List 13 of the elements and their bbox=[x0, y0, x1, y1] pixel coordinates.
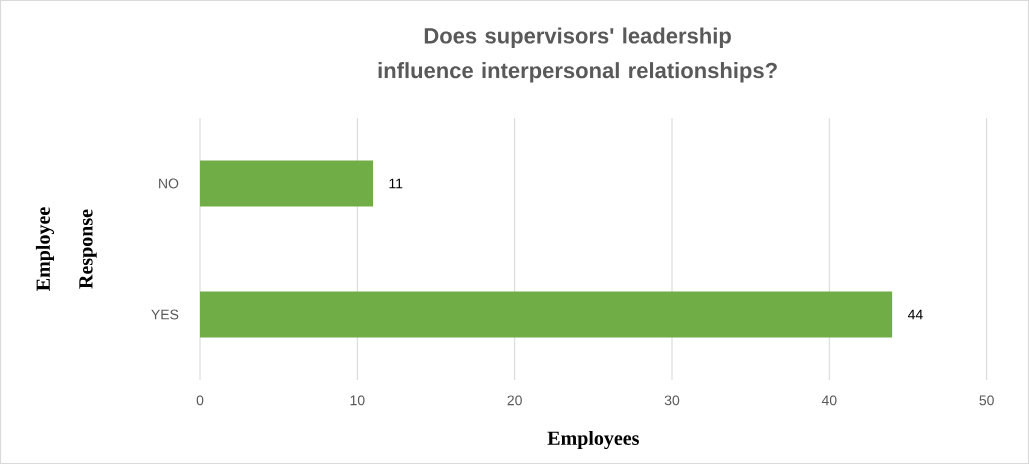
y-tick-label: YES bbox=[151, 309, 179, 320]
x-tick-label: 10 bbox=[350, 395, 365, 406]
x-axis-title: Employees bbox=[547, 430, 639, 450]
text: Employee Response bbox=[35, 207, 97, 291]
data-label: 11 bbox=[389, 178, 403, 189]
y-tick-label: NO bbox=[159, 178, 179, 189]
x-tick-label: 0 bbox=[196, 395, 204, 406]
x-tick-label: 30 bbox=[664, 395, 680, 406]
x-tick-label: 50 bbox=[979, 395, 994, 406]
data-label: 44 bbox=[907, 309, 923, 320]
x-tick-label: 20 bbox=[507, 395, 522, 406]
x-tick-label: 40 bbox=[821, 395, 837, 406]
chart-title: Does supervisors' leadership influence interpersonal relationships? bbox=[378, 27, 777, 83]
